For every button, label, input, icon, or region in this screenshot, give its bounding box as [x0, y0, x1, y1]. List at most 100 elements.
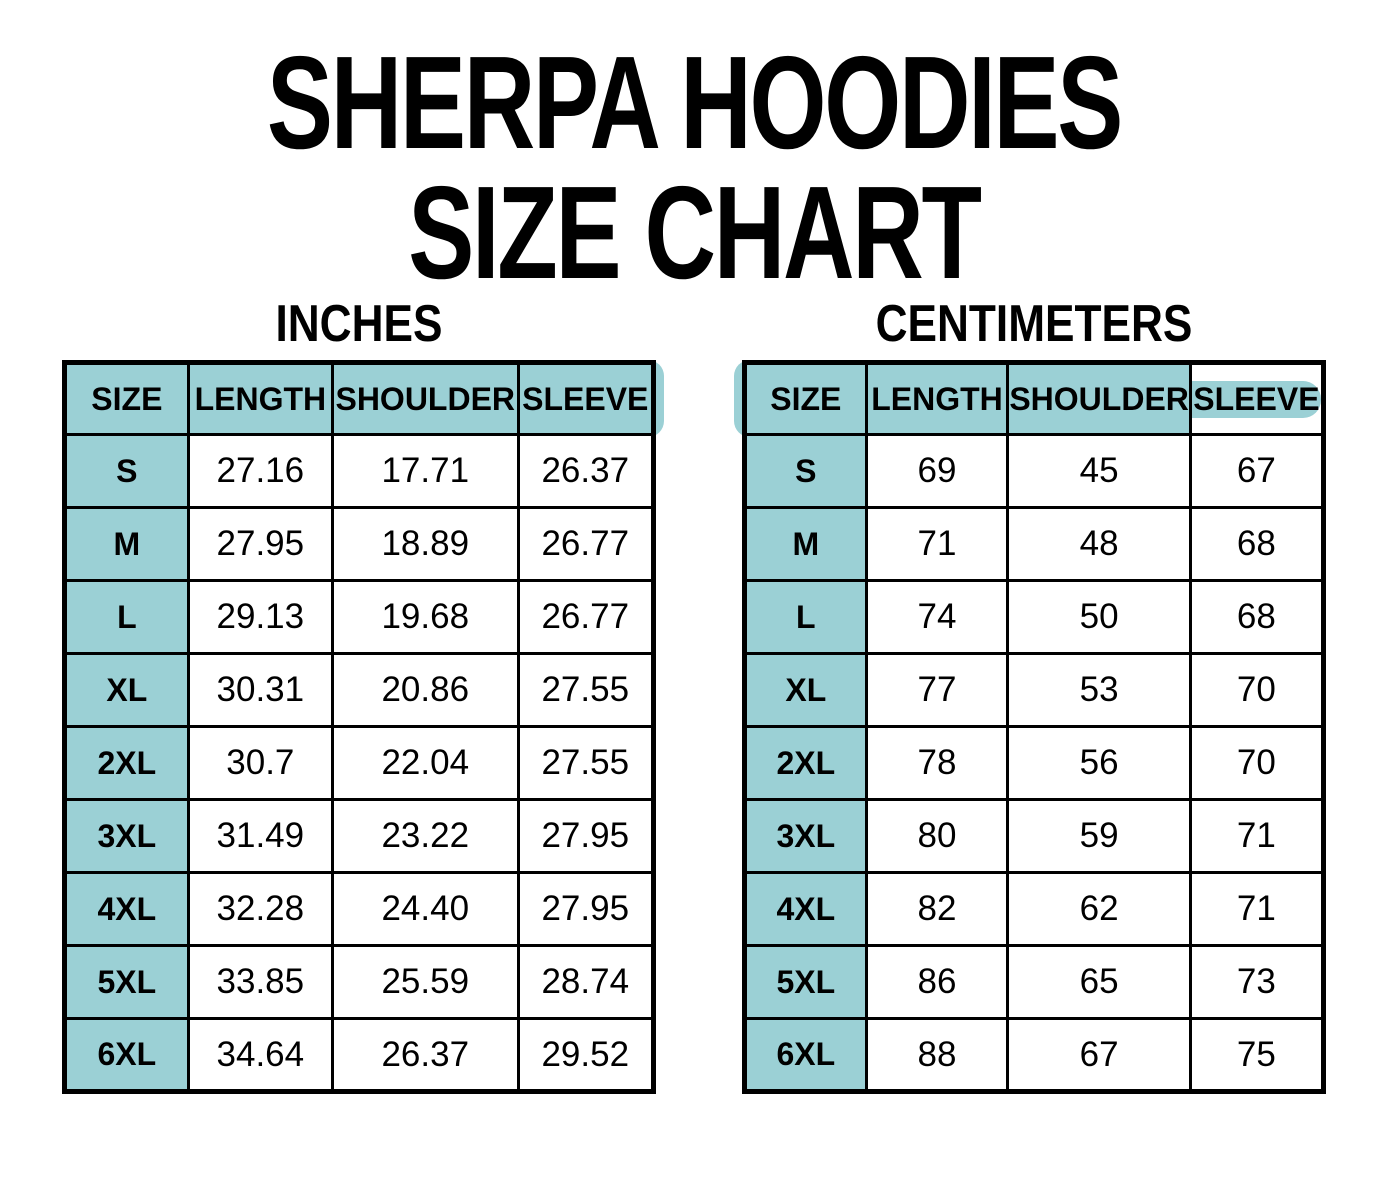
length-value: 34.64	[186, 1017, 334, 1093]
title-line-2: SIZE CHART	[408, 159, 982, 306]
sleeve-value: 27.55	[516, 725, 656, 801]
shoulder-value: 56	[1006, 725, 1192, 801]
sleeve-value: 70	[1188, 652, 1326, 728]
size-label: M	[743, 506, 868, 582]
shoulder-value: 22.04	[330, 725, 520, 801]
size-row-3xl: 3XL 31.49 23.22 27.95	[63, 798, 656, 874]
length-value: 86	[864, 944, 1010, 1020]
centimeters-section: CENTIMETERS SIZE LENGTH SHOULDER SLEEVE S 69 4…	[734, 295, 1326, 1094]
column-header-fill: SLEEVE	[1191, 380, 1321, 418]
size-label: XL	[63, 652, 190, 728]
column-header-shoulder: SHOULDER	[1006, 361, 1192, 436]
size-row-m: M 27.95 18.89 26.77	[63, 506, 656, 582]
sleeve-value: 71	[1188, 798, 1326, 874]
sleeve-value: 27.55	[516, 652, 656, 728]
sleeve-value: 73	[1188, 944, 1326, 1020]
size-row-2xl: 2XL 30.7 22.04 27.55	[63, 725, 656, 801]
sleeve-value: 26.37	[516, 433, 656, 509]
size-label: 3XL	[63, 798, 190, 874]
length-value: 30.31	[186, 652, 334, 728]
column-header-fill: LENGTH	[868, 381, 1007, 418]
column-header-label: LENGTH	[871, 380, 1003, 417]
size-label: M	[63, 506, 190, 582]
length-value: 27.95	[186, 506, 334, 582]
column-header-label: LENGTH	[194, 380, 327, 417]
unit-heading-centimeters: CENTIMETERS	[875, 295, 1193, 353]
column-header-fill: SLEEVE	[520, 381, 651, 418]
size-label: L	[743, 579, 868, 655]
column-header-fill: SIZE	[67, 381, 187, 418]
shoulder-value: 59	[1006, 798, 1192, 874]
sleeve-value: 28.74	[516, 944, 656, 1020]
column-header-label: SHOULDER	[1009, 380, 1189, 417]
sleeve-value: 68	[1188, 579, 1326, 655]
shoulder-value: 25.59	[330, 944, 520, 1020]
size-table-centimeters: SIZE LENGTH SHOULDER SLEEVE S 69 45 67 M 71 48 68 L 7…	[742, 360, 1326, 1094]
column-header-fill: SHOULDER	[1009, 380, 1189, 418]
sleeve-value: 27.95	[516, 798, 656, 874]
size-label: 6XL	[63, 1017, 190, 1093]
shoulder-value: 48	[1006, 506, 1192, 582]
sleeve-value: 70	[1188, 725, 1326, 801]
column-header-label: SLEEVE	[522, 380, 649, 417]
shoulder-value: 50	[1006, 579, 1192, 655]
size-table-inches: SIZE LENGTH SHOULDER SLEEVE S 27.16 17.71 26.37…	[62, 360, 656, 1094]
shoulder-value: 45	[1006, 433, 1192, 509]
column-header-fill: SIZE	[747, 381, 865, 418]
size-row-xl: XL 77 53 70	[743, 652, 1326, 728]
length-value: 27.16	[186, 433, 334, 509]
size-label: 2XL	[63, 725, 190, 801]
shoulder-value: 62	[1006, 871, 1192, 947]
size-label: S	[63, 433, 190, 509]
sleeve-value: 26.77	[516, 579, 656, 655]
column-header-fill: LENGTH	[190, 381, 331, 418]
size-label: L	[63, 579, 190, 655]
size-row-4xl: 4XL 82 62 71	[743, 871, 1326, 947]
size-label: 5XL	[63, 944, 190, 1020]
size-label: S	[743, 433, 868, 509]
length-value: 80	[864, 798, 1010, 874]
shoulder-value: 24.40	[330, 871, 520, 947]
size-label: 5XL	[743, 944, 868, 1020]
length-value: 82	[864, 871, 1010, 947]
column-header-label: SIZE	[91, 380, 163, 417]
size-label: 3XL	[743, 798, 868, 874]
length-value: 69	[864, 433, 1010, 509]
sleeve-value: 67	[1188, 433, 1326, 509]
size-row-4xl: 4XL 32.28 24.40 27.95	[63, 871, 656, 947]
size-row-2xl: 2XL 78 56 70	[743, 725, 1326, 801]
sleeve-value: 29.52	[516, 1017, 656, 1093]
column-header-length: LENGTH	[864, 361, 1010, 436]
shoulder-value: 65	[1006, 944, 1192, 1020]
column-header-length: LENGTH	[186, 361, 334, 436]
page-title: SHERPA HOODIES SIZE CHART	[0, 37, 1388, 306]
column-header-sleeve: SLEEVE	[1188, 361, 1326, 436]
size-row-3xl: 3XL 80 59 71	[743, 798, 1326, 874]
length-value: 71	[864, 506, 1010, 582]
centimeters-table-wrap: SIZE LENGTH SHOULDER SLEEVE S 69 45 67 M 71 48 68 L 7…	[734, 360, 1326, 1094]
unit-heading-inches: INCHES	[275, 295, 443, 353]
length-value: 77	[864, 652, 1010, 728]
shoulder-value: 26.37	[330, 1017, 520, 1093]
sleeve-value: 68	[1188, 506, 1326, 582]
size-row-6xl: 6XL 34.64 26.37 29.52	[63, 1017, 656, 1093]
column-header-size: SIZE	[63, 361, 190, 436]
size-row-5xl: 5XL 33.85 25.59 28.74	[63, 944, 656, 1020]
size-row-s: S 27.16 17.71 26.37	[63, 433, 656, 509]
size-row-s: S 69 45 67	[743, 433, 1326, 509]
sleeve-value: 75	[1188, 1017, 1326, 1093]
length-value: 88	[864, 1017, 1010, 1093]
size-label: XL	[743, 652, 868, 728]
shoulder-value: 19.68	[330, 579, 520, 655]
sleeve-value: 71	[1188, 871, 1326, 947]
column-header-fill: SHOULDER	[334, 381, 517, 418]
column-header-label: SHOULDER	[335, 380, 516, 417]
length-value: 78	[864, 725, 1010, 801]
length-value: 32.28	[186, 871, 334, 947]
column-header-shoulder: SHOULDER	[330, 361, 520, 436]
size-label: 2XL	[743, 725, 868, 801]
shoulder-value: 20.86	[330, 652, 520, 728]
shoulder-value: 18.89	[330, 506, 520, 582]
column-header-label: SIZE	[770, 380, 842, 417]
